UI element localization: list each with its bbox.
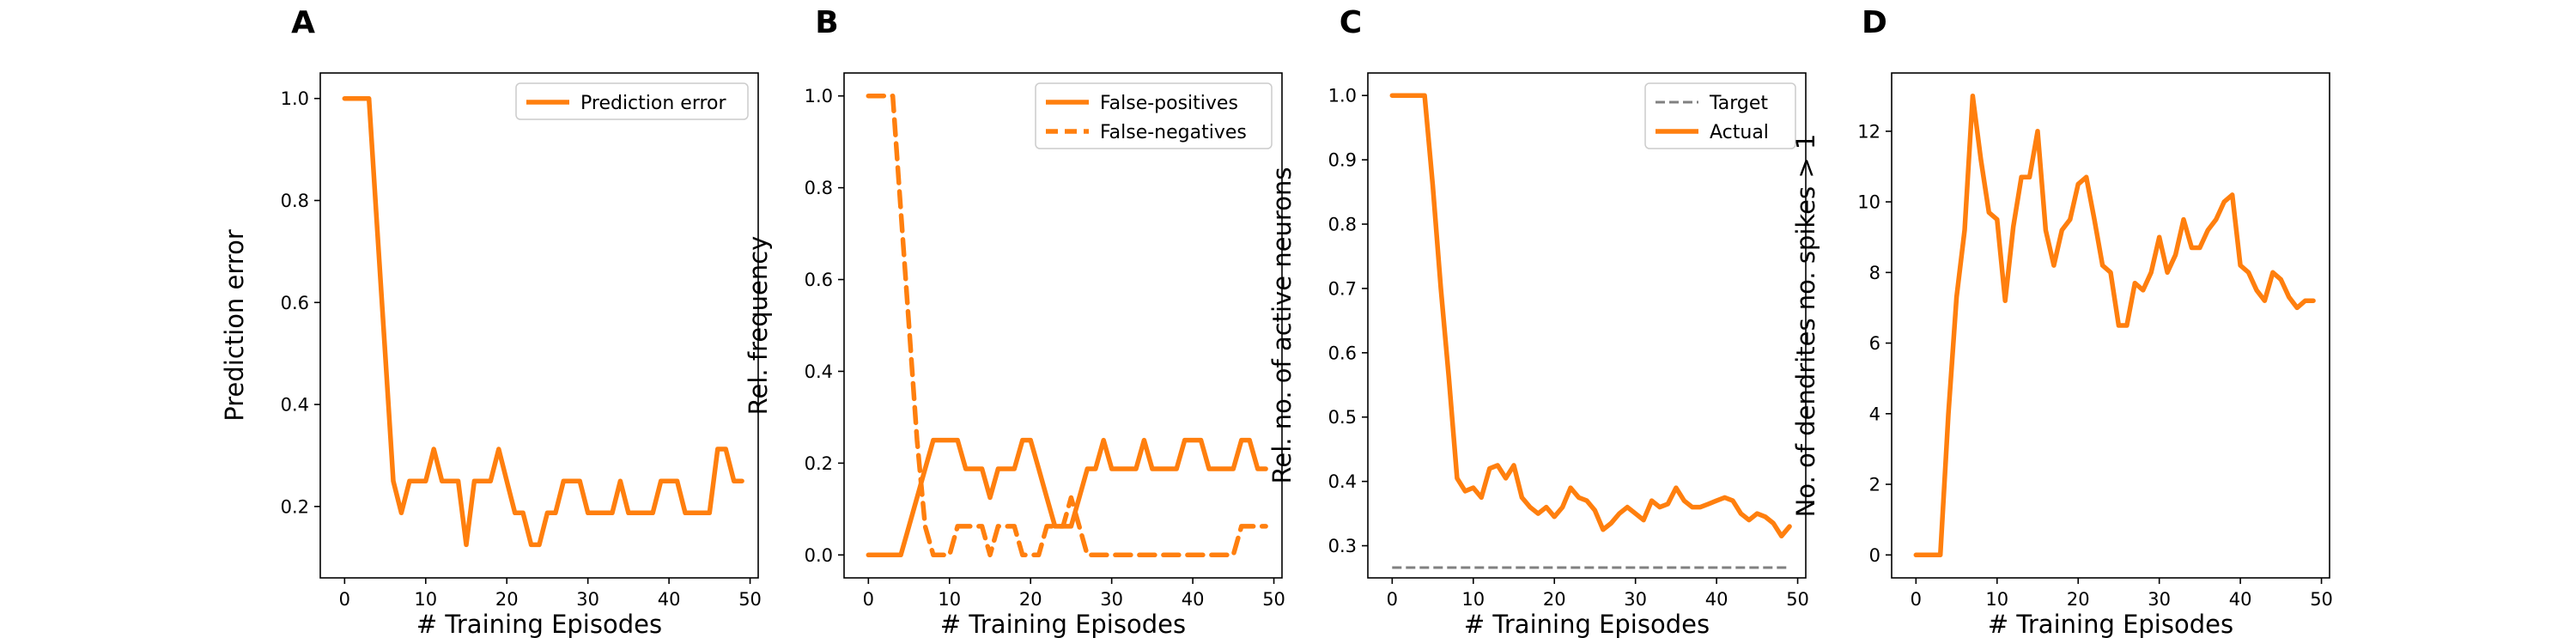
x-tick-label: 10: [414, 589, 437, 610]
legend-label: Actual: [1710, 122, 1769, 143]
x-tick-label: 30: [576, 589, 599, 610]
x-axis-label: # Training Episodes: [1988, 610, 2233, 639]
axes-frame: [1367, 72, 1807, 579]
y-tick-label: 0.5: [1328, 407, 1357, 428]
y-tick-label: 0.4: [281, 395, 309, 416]
panel-c: C 0 10 20 30 40 50 0.3 0.4 0.5 0.6 0.7 0.8 0.9 1.0 # Tr…: [1267, 5, 1809, 639]
y-tick-label: 0.6: [281, 293, 309, 313]
x-tick-label: 40: [1705, 589, 1728, 610]
x-tick-label: 20: [1019, 589, 1042, 610]
y-tick-label: 4: [1869, 404, 1880, 424]
y-tick-label: 0.8: [1328, 215, 1357, 235]
legend-label: Prediction error: [580, 93, 726, 114]
axes-frame: [1891, 72, 2330, 579]
series-line-data: [1913, 93, 2316, 558]
panel-b: B 0 10 20 30 40 50 0.0 0.2 0.4 0.6 0.8 1.0 # Training…: [744, 5, 1285, 639]
y-tick-label: 0.8: [281, 191, 309, 211]
panel-d: D 0 10 20 30 40 50 0 2 4 6 8 10 12 # Training Episodes…: [1791, 5, 2333, 639]
legend: Target Actual: [1644, 82, 1796, 149]
series-line-false-negatives: [866, 93, 1268, 558]
y-tick-label: 12: [1857, 121, 1880, 142]
y-tick-label: 1.0: [1328, 86, 1357, 106]
panel-letter: D: [1862, 5, 1887, 40]
x-tick-label: 40: [1182, 589, 1205, 610]
y-tick-label: 0.6: [1328, 343, 1357, 363]
series-line-prediction-error: [342, 95, 744, 548]
panel-letter: A: [291, 5, 315, 40]
y-tick-label: 0.6: [805, 270, 833, 290]
axes-frame: [843, 72, 1283, 579]
x-tick-label: 10: [938, 589, 961, 610]
y-tick-label: 0.8: [805, 178, 833, 198]
y-tick-label: 0: [1869, 545, 1880, 566]
series-line-false-positives: [866, 437, 1268, 558]
x-tick-label: 10: [1985, 589, 2008, 610]
panel-letter: B: [815, 5, 838, 40]
y-axis-label: Rel. frequency: [744, 236, 773, 416]
legend: Prediction error: [515, 82, 749, 120]
y-axis-label: Rel. no. of active neurons: [1267, 167, 1297, 484]
x-tick-label: 40: [658, 589, 681, 610]
y-tick-label: 6: [1869, 333, 1880, 354]
x-tick-label: 0: [863, 589, 874, 610]
x-axis-label: # Training Episodes: [1464, 610, 1710, 639]
x-tick-label: 30: [2148, 589, 2171, 610]
legend-label: False-negatives: [1100, 122, 1247, 143]
x-tick-label: 50: [1786, 589, 1809, 610]
y-tick-label: 1.0: [805, 86, 833, 106]
y-tick-label: 10: [1857, 192, 1880, 213]
x-tick-label: 20: [2067, 589, 2090, 610]
series-line-actual: [1389, 93, 1792, 539]
x-tick-label: 0: [1911, 589, 1922, 610]
legend: False-positives False-negatives: [1035, 82, 1273, 149]
legend-label: Target: [1709, 93, 1768, 114]
x-axis-label: # Training Episodes: [416, 610, 662, 639]
y-tick-label: 0.9: [1328, 150, 1357, 171]
y-tick-label: 0.2: [805, 453, 833, 474]
x-tick-label: 50: [2310, 589, 2333, 610]
y-axis-label: No. of dendrites no. spikes > 1: [1791, 134, 1820, 518]
x-tick-label: 30: [1100, 589, 1123, 610]
x-tick-label: 50: [738, 589, 762, 610]
y-axis-label: Prediction error: [220, 229, 249, 422]
x-tick-label: 40: [2229, 589, 2252, 610]
legend-box: [1035, 82, 1273, 149]
x-tick-label: 0: [1387, 589, 1398, 610]
y-tick-label: 0.4: [805, 361, 833, 382]
legend-box: [515, 82, 749, 120]
y-tick-label: 0.2: [281, 496, 309, 517]
x-tick-label: 30: [1624, 589, 1647, 610]
axes-frame: [319, 72, 759, 579]
y-tick-label: 1.0: [281, 88, 309, 109]
x-tick-label: 20: [495, 589, 519, 610]
x-tick-label: 10: [1461, 589, 1485, 610]
legend-label: False-positives: [1100, 93, 1238, 114]
y-tick-label: 0.7: [1328, 278, 1357, 299]
y-tick-label: 8: [1869, 263, 1880, 283]
x-axis-label: # Training Episodes: [940, 610, 1186, 639]
x-tick-label: 50: [1262, 589, 1285, 610]
y-tick-label: 2: [1869, 475, 1880, 495]
panel-letter: C: [1340, 5, 1362, 40]
x-tick-label: 20: [1543, 589, 1566, 610]
panel-a: A 0 10 20 30 40 50 0.2 0.4 0.6 0.8 1.0 # Training Ep…: [220, 5, 762, 639]
x-tick-label: 0: [339, 589, 350, 610]
y-tick-label: 0.4: [1328, 471, 1357, 492]
y-tick-label: 0.3: [1328, 536, 1357, 556]
y-tick-label: 0.0: [805, 545, 833, 566]
